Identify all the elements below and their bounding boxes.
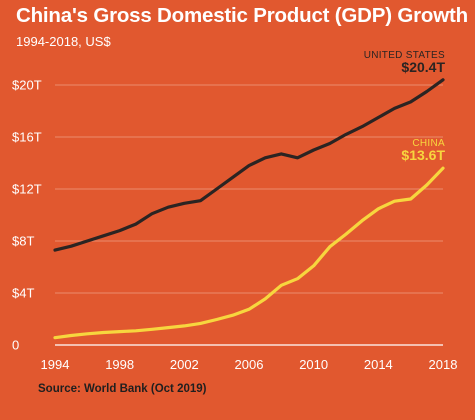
x-tick-label: 2014 <box>364 357 393 372</box>
series-end-value-china: $13.6T <box>401 147 445 163</box>
chart-title: China's Gross Domestic Product (GDP) Gro… <box>16 4 468 27</box>
x-tick-label: 2006 <box>235 357 264 372</box>
series-name-united-states: UNITED STATES <box>364 50 445 61</box>
series-line-china <box>53 166 445 340</box>
x-tick-label: 2018 <box>429 357 458 372</box>
x-tick-label: 2002 <box>170 357 199 372</box>
x-tick-label: 1998 <box>105 357 134 372</box>
source-note: Source: World Bank (Oct 2019) <box>38 383 207 395</box>
series-line-united-states <box>53 78 445 252</box>
y-tick-label: $20T <box>12 78 42 93</box>
y-tick-label: $4T <box>12 286 34 301</box>
series-end-value-united-states: $20.4T <box>401 59 445 75</box>
y-tick-label: 0 <box>12 338 19 353</box>
y-tick-label: $16T <box>12 130 42 145</box>
x-tick-label: 2010 <box>299 357 328 372</box>
x-tick-label: 1994 <box>41 357 70 372</box>
y-tick-label: $12T <box>12 182 42 197</box>
y-tick-label: $8T <box>12 234 34 249</box>
series-name-china: CHINA <box>412 138 445 149</box>
chart-subtitle: 1994-2018, US$ <box>16 34 111 49</box>
